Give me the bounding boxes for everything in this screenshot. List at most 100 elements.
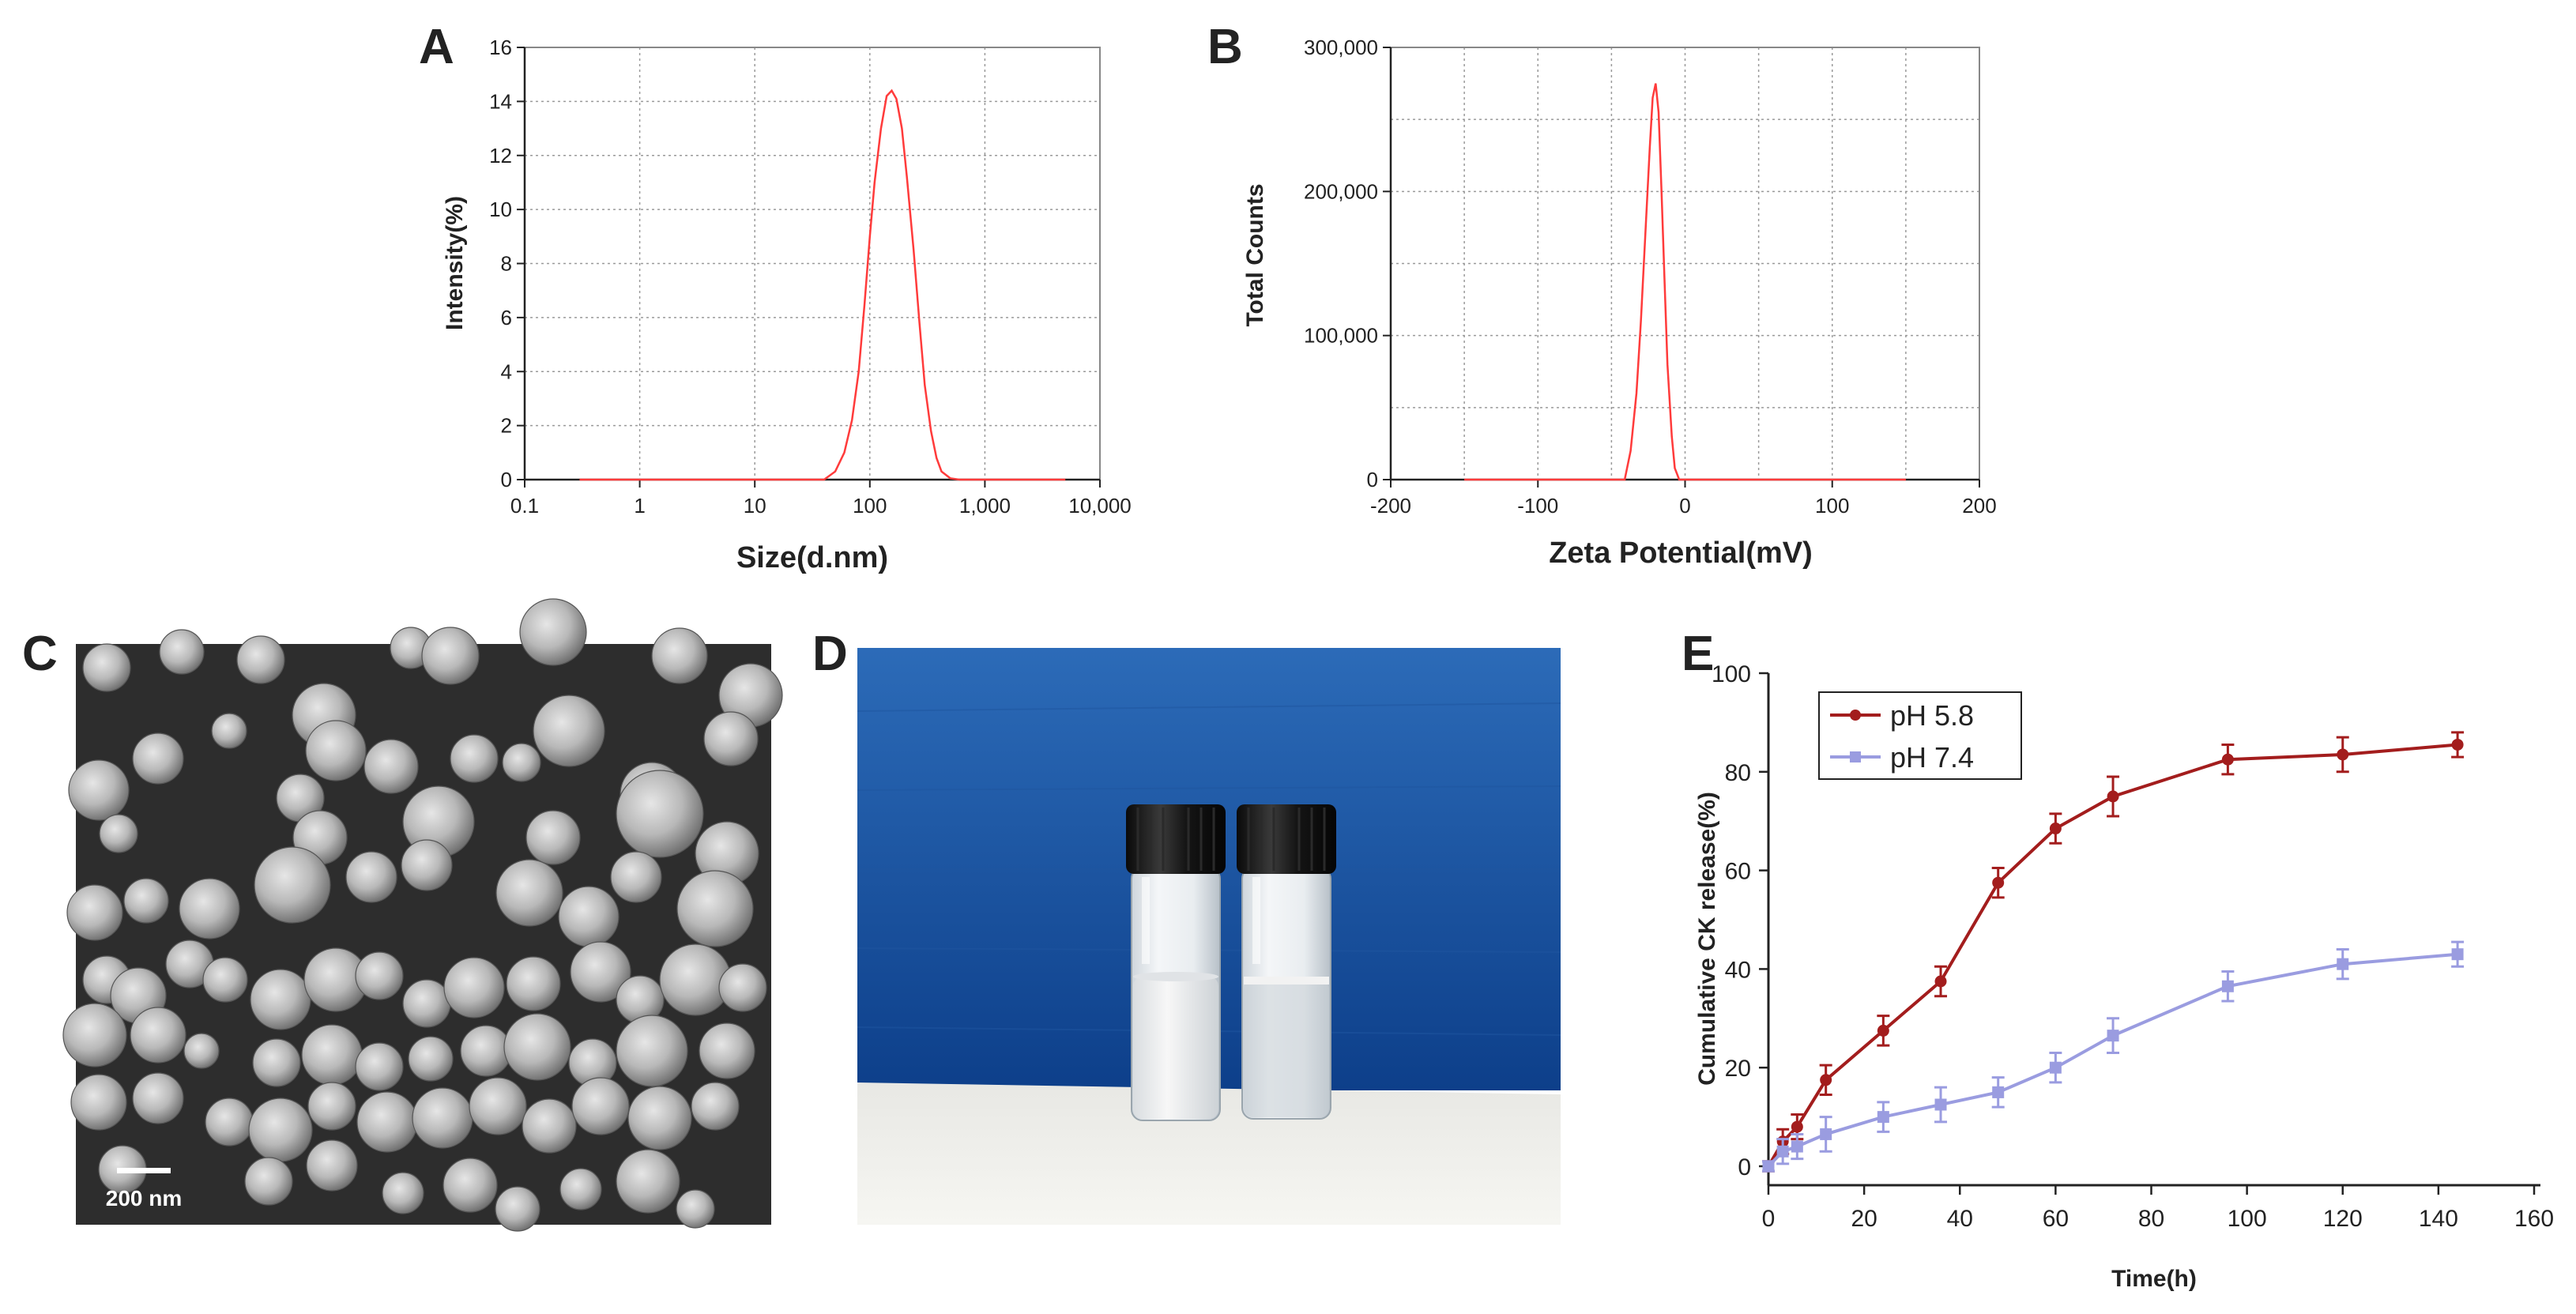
panel-e-y-label: Cumulative CK release(%) (1694, 792, 1720, 1086)
panel-e-xtick-label: 100 (2228, 1206, 2267, 1232)
sem-particle (305, 720, 367, 781)
panel-letter-c: C (22, 627, 58, 681)
panel-a-intensity-curve (579, 88, 1066, 481)
clear-liquid (1244, 980, 1329, 1117)
data-point (1762, 1160, 1775, 1173)
sem-particle (559, 1168, 602, 1210)
sem-particle (408, 1036, 454, 1082)
data-point (1791, 1120, 1803, 1133)
sem-particle (244, 1157, 293, 1206)
scale-bar-label: 200 nm (106, 1186, 183, 1210)
sem-particle (68, 759, 130, 821)
data-point (2451, 738, 2464, 751)
sem-particle (533, 695, 605, 767)
sem-particle (123, 878, 169, 924)
panel-a-ytick-label: 4 (501, 360, 512, 383)
panel-a-xtick-label: 1,000 (959, 494, 1011, 518)
sem-particle (616, 770, 704, 858)
data-point (1992, 1086, 2005, 1098)
panel-e-xtick-label: 160 (2514, 1206, 2554, 1232)
sem-particle (345, 851, 397, 903)
panel-letter-a: A (419, 20, 454, 74)
panel-c-sem-image: C 200 nm (22, 598, 783, 1232)
sem-particle (718, 963, 767, 1012)
panel-e-legend: pH 5.8 pH 7.4 (1818, 691, 2022, 780)
sem-particle (70, 1074, 127, 1131)
sem-particle (211, 713, 247, 749)
panel-a-grid (525, 47, 1100, 480)
sem-particle (616, 1015, 688, 1087)
sem-particle (421, 627, 480, 685)
sem-particle (301, 1024, 363, 1086)
vial-turbid (1126, 804, 1226, 1121)
sem-particle (412, 1087, 473, 1149)
panel-e-ytick-label: 20 (1725, 1056, 1751, 1082)
scale-bar (117, 1168, 171, 1173)
panel-b-xtick-label: 200 (1962, 494, 1996, 518)
panel-e-xtick-label: 80 (2138, 1206, 2164, 1232)
sem-particle (570, 941, 631, 1003)
sem-particle (254, 846, 331, 924)
panel-a-xtick-label: 0.1 (510, 494, 539, 518)
panel-letter-d: D (812, 627, 848, 681)
sem-particle (450, 734, 499, 783)
sem-particle (252, 1038, 301, 1087)
vial-clear (1237, 804, 1336, 1120)
sem-particle (469, 1077, 527, 1135)
data-point (2049, 823, 2062, 835)
panel-e-xtick-label: 140 (2419, 1206, 2458, 1232)
panel-e-ytick-label: 40 (1725, 957, 1751, 983)
panel-e-ytick-label: 0 (1738, 1154, 1751, 1180)
sem-particle (703, 711, 759, 766)
data-point (1934, 1098, 1947, 1111)
legend-label-ph74: pH 7.4 (1890, 741, 1974, 774)
sem-particle (66, 884, 123, 941)
panel-letter-e: E (1682, 627, 1714, 681)
data-point (1877, 1111, 1889, 1124)
panel-b-xtick-label: -200 (1370, 494, 1411, 518)
legend-label-ph58: pH 5.8 (1890, 699, 1974, 732)
panel-a-xtick-label: 10 (744, 494, 766, 518)
sem-particle (382, 1172, 424, 1214)
sem-particle (62, 1003, 127, 1067)
panel-b-xtick-label: 100 (1815, 494, 1849, 518)
sem-particle (306, 1139, 358, 1192)
turbid-liquid (1133, 977, 1218, 1119)
sem-particle (179, 878, 240, 939)
legend-marker-ph74 (1850, 751, 1861, 762)
photo-table (857, 1082, 1561, 1225)
sem-particle (519, 598, 587, 666)
data-point (2337, 748, 2349, 761)
sem-particle (356, 1091, 418, 1153)
panel-e-xtick-label: 20 (1851, 1206, 1877, 1232)
panel-e-x-label: Time(h) (2111, 1266, 2197, 1292)
sem-particle (558, 886, 620, 947)
panel-a-ytick-label: 16 (489, 36, 512, 59)
sem-particle (355, 951, 404, 1000)
panel-b-xtick-label: -100 (1517, 494, 1558, 518)
data-point (1877, 1024, 1889, 1037)
panel-d-vial-photo: D (812, 627, 1561, 1225)
panel-e-series (1762, 731, 2465, 1173)
series-line (1767, 952, 2458, 1168)
sem-particle (525, 810, 581, 865)
panel-b-zeta-curve (1464, 83, 1906, 481)
panel-b-grid (1391, 47, 1979, 480)
data-point (1934, 975, 1947, 988)
legend-marker-ph58 (1850, 710, 1861, 721)
panel-a-ticks: 0 2 4 6 8 10 12 14 16 0.1 1 10 100 1,000 10,000 (489, 36, 1132, 518)
sem-particle (627, 1086, 692, 1150)
panel-a-ytick-label: 14 (489, 89, 512, 113)
sem-particles (62, 598, 783, 1232)
sem-particle (202, 957, 248, 1003)
sem-particle (506, 956, 561, 1011)
series-ph-74 (1762, 940, 2465, 1173)
data-point (2337, 958, 2349, 970)
sem-particle (132, 732, 184, 785)
sem-particle (495, 1186, 540, 1232)
panel-a-y-label: Intensity(%) (442, 196, 468, 330)
sem-particle (503, 1013, 571, 1081)
sem-particle (130, 1007, 186, 1064)
sem-particle (401, 839, 453, 891)
